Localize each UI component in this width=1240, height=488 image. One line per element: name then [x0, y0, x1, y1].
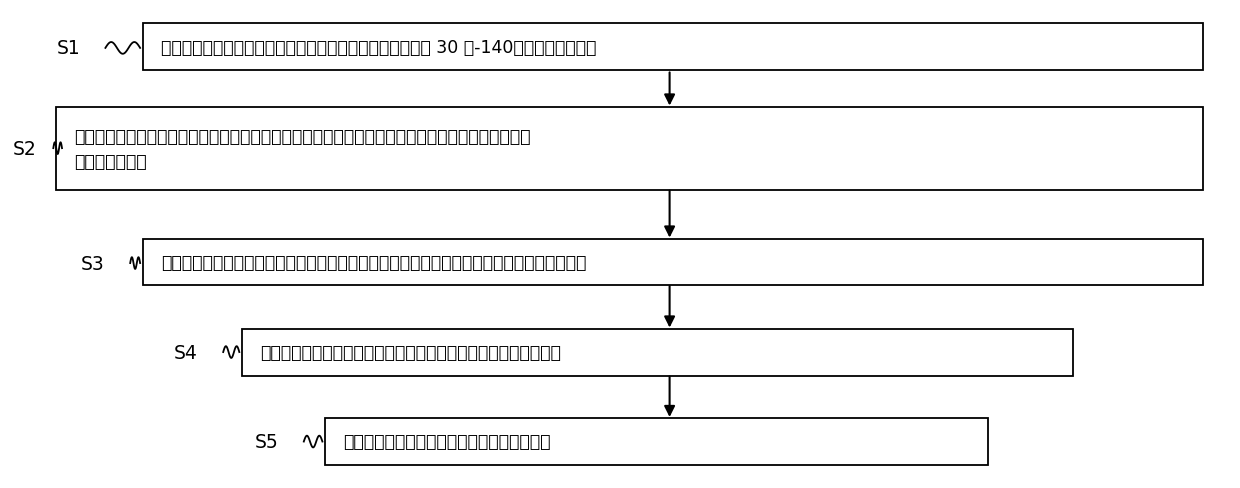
- Bar: [325, 418, 988, 465]
- Text: S3: S3: [81, 254, 105, 273]
- Bar: [143, 239, 1203, 285]
- Bar: [143, 24, 1203, 71]
- Text: S4: S4: [174, 343, 198, 362]
- Bar: [56, 107, 1203, 190]
- Text: 对所述铸型坯料进行后期处理，以得到铸型。: 对所述铸型坯料进行后期处理，以得到铸型。: [343, 432, 551, 450]
- Text: 所述混合砂料在所述砂箱内完成自硬化后起模，以得到铸型坯料；: 所述混合砂料在所述砂箱内完成自硬化后起模，以得到铸型坯料；: [260, 344, 562, 362]
- Text: S2: S2: [12, 140, 37, 158]
- Text: 在所述石膏砂中依次加入预设比例的辅料砂、树脂、固化剂、成型用缓凝剂及粉体表面活性材料，以
得到混合砂料；: 在所述石膏砂中依次加入预设比例的辅料砂、树脂、固化剂、成型用缓凝剂及粉体表面活性…: [74, 127, 531, 170]
- Text: 对所述混合砂料进行充分搅拌混匀，并将搅拌混匀的混合砂料输送至砂箱内进行造型和紧实；: 对所述混合砂料进行充分搅拌混匀，并将搅拌混匀的混合砂料输送至砂箱内进行造型和紧实…: [161, 253, 587, 271]
- Bar: [242, 329, 1073, 376]
- Text: 制备石膏砂，利用高温煅烧得到的石膏粉通过挤压造粒形成 30 目-140目粒度的石膏砂；: 制备石膏砂，利用高温煅烧得到的石膏粉通过挤压造粒形成 30 目-140目粒度的石…: [161, 39, 596, 57]
- Text: S5: S5: [254, 432, 279, 451]
- Text: S1: S1: [56, 40, 81, 58]
